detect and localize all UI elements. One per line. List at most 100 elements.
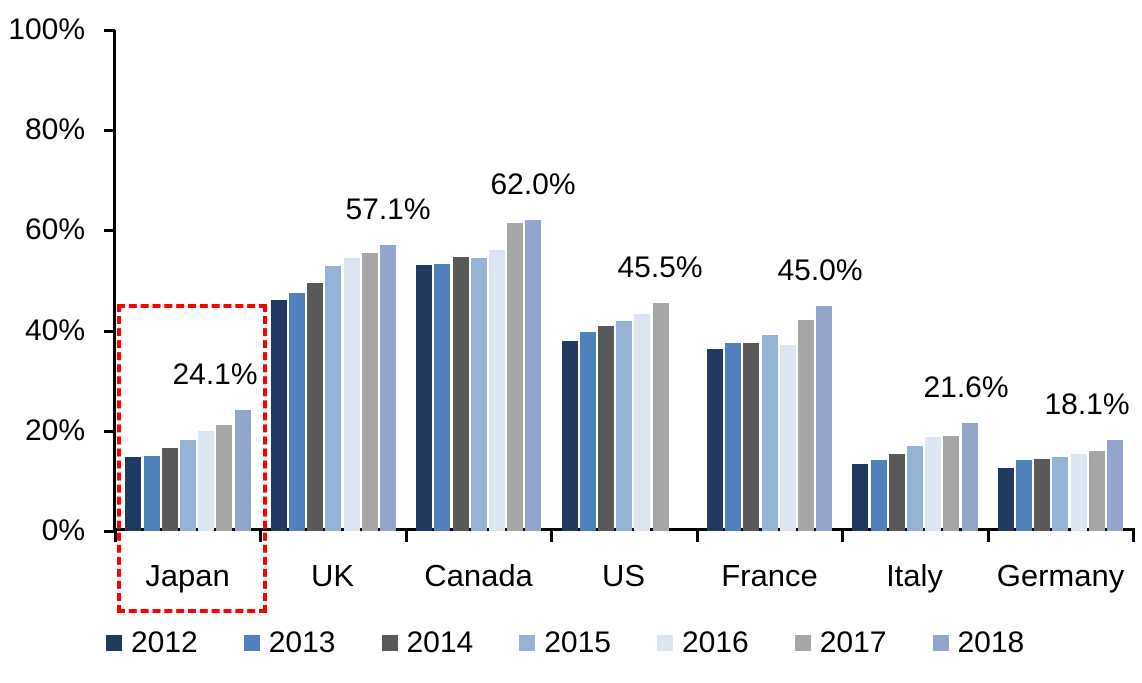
y-axis-tick-label: 80% bbox=[24, 113, 85, 146]
bar-germany-2014 bbox=[1034, 459, 1050, 531]
category-label-uk: UK bbox=[310, 558, 355, 593]
bar-germany-2012 bbox=[998, 468, 1014, 531]
bar-canada-2013 bbox=[434, 264, 450, 531]
y-axis-tick bbox=[104, 430, 115, 433]
bar-us-2012 bbox=[562, 341, 578, 531]
y-axis-tick bbox=[104, 129, 115, 132]
category-label-canada: Canada bbox=[424, 558, 533, 593]
bar-uk-2015 bbox=[325, 266, 341, 531]
bar-italy-2014 bbox=[889, 454, 905, 531]
legend-label-2015: 2015 bbox=[544, 626, 611, 659]
y-axis-tick-label: 100% bbox=[8, 13, 85, 46]
legend-label-2014: 2014 bbox=[406, 626, 474, 659]
bar-us-2016 bbox=[634, 314, 650, 531]
legend-swatch-2013 bbox=[243, 635, 260, 651]
x-axis-tick bbox=[1132, 528, 1135, 542]
bar-japan-2013 bbox=[144, 456, 160, 531]
bar-us-2013 bbox=[580, 332, 596, 531]
y-axis-tick bbox=[104, 530, 115, 533]
bar-italy-2017 bbox=[943, 436, 959, 531]
legend-item-2016: 2016 bbox=[657, 626, 749, 660]
legend-swatch-2018 bbox=[932, 635, 949, 651]
category-label-us: US bbox=[601, 558, 646, 593]
y-axis-tick-label: 20% bbox=[24, 414, 85, 447]
legend-swatch-2017 bbox=[794, 635, 811, 651]
legend-label-2013: 2013 bbox=[268, 626, 336, 659]
bar-germany-2015 bbox=[1052, 457, 1068, 531]
bar-france-2012 bbox=[707, 349, 723, 531]
category-label-italy: Italy bbox=[886, 558, 943, 593]
bar-canada-2018 bbox=[525, 220, 541, 531]
legend-label-2012: 2012 bbox=[131, 626, 198, 659]
bar-uk-2014 bbox=[307, 283, 323, 531]
y-axis-tick bbox=[104, 330, 115, 333]
y-axis-line bbox=[113, 30, 116, 531]
bar-us-2015 bbox=[616, 321, 632, 531]
category-label-germany: Germany bbox=[996, 558, 1125, 593]
x-axis-tick bbox=[987, 528, 990, 542]
japan-highlight-rectangle bbox=[117, 304, 267, 613]
bar-germany-2018 bbox=[1107, 440, 1123, 531]
bar-canada-2015 bbox=[471, 258, 487, 531]
chart-legend: 2012 2013 2014 2015 2016 2017 2018 bbox=[106, 626, 1024, 660]
legend-swatch-2014 bbox=[381, 635, 398, 651]
legend-label-2018: 2018 bbox=[957, 626, 1025, 659]
bar-france-2014 bbox=[743, 343, 759, 531]
data-label-canada: 62.0% bbox=[490, 168, 576, 201]
legend-item-2014: 2014 bbox=[381, 626, 474, 660]
y-axis-tick-label: 40% bbox=[24, 314, 85, 347]
bar-uk-2016 bbox=[344, 258, 360, 531]
legend-item-2013: 2013 bbox=[243, 626, 336, 660]
bar-germany-2013 bbox=[1016, 460, 1032, 531]
bar-italy-2015 bbox=[907, 446, 923, 531]
legend-item-2015: 2015 bbox=[519, 626, 611, 660]
bar-uk-2018 bbox=[380, 245, 396, 531]
bar-italy-2012 bbox=[852, 464, 868, 531]
bar-us-2014 bbox=[598, 326, 614, 531]
legend-label-2016: 2016 bbox=[682, 626, 749, 659]
category-label-japan: Japan bbox=[145, 558, 230, 593]
legend-swatch-2012 bbox=[106, 635, 122, 651]
data-label-uk: 57.1% bbox=[345, 193, 431, 226]
x-axis-tick bbox=[114, 528, 117, 542]
legend-swatch-2015 bbox=[519, 635, 536, 651]
bar-canada-2017 bbox=[507, 223, 523, 531]
legend-label-2017: 2017 bbox=[819, 626, 887, 659]
x-axis-tick bbox=[550, 528, 553, 542]
legend-item-2018: 2018 bbox=[932, 626, 1025, 660]
bar-italy-2018 bbox=[962, 423, 978, 531]
bar-japan-2017 bbox=[216, 425, 232, 531]
data-label-germany: 18.1% bbox=[1044, 388, 1130, 421]
bar-us-2017 bbox=[653, 303, 669, 531]
bar-canada-2014 bbox=[453, 257, 469, 531]
data-label-us: 45.5% bbox=[617, 251, 703, 284]
legend-swatch-2016 bbox=[657, 635, 673, 651]
y-axis-tick-label: 0% bbox=[41, 514, 85, 547]
bar-italy-2013 bbox=[871, 460, 887, 531]
bar-france-2017 bbox=[798, 320, 814, 531]
bar-uk-2017 bbox=[362, 253, 378, 531]
bar-uk-2012 bbox=[271, 300, 287, 531]
x-axis-tick bbox=[405, 528, 408, 542]
y-axis-tick bbox=[104, 229, 115, 232]
bar-germany-2016 bbox=[1071, 454, 1087, 531]
bar-canada-2012 bbox=[416, 265, 432, 531]
y-axis-tick bbox=[104, 29, 115, 32]
x-axis-tick bbox=[696, 528, 699, 542]
bar-canada-2016 bbox=[489, 250, 505, 531]
data-label-france: 45.0% bbox=[777, 254, 863, 287]
bar-japan-2014 bbox=[162, 448, 178, 531]
legend-item-2017: 2017 bbox=[794, 626, 887, 660]
category-label-france: France bbox=[721, 558, 818, 593]
bar-japan-2015 bbox=[180, 440, 196, 531]
bar-japan-2012 bbox=[125, 457, 141, 531]
bar-japan-2016 bbox=[198, 431, 214, 531]
x-axis-tick bbox=[841, 528, 844, 542]
bar-france-2015 bbox=[762, 335, 778, 531]
bar-japan-2018 bbox=[235, 410, 251, 531]
data-label-italy: 21.6% bbox=[923, 371, 1009, 404]
data-label-japan: 24.1% bbox=[172, 358, 258, 391]
y-axis-tick-label: 60% bbox=[24, 213, 85, 246]
bar-france-2013 bbox=[725, 343, 741, 531]
